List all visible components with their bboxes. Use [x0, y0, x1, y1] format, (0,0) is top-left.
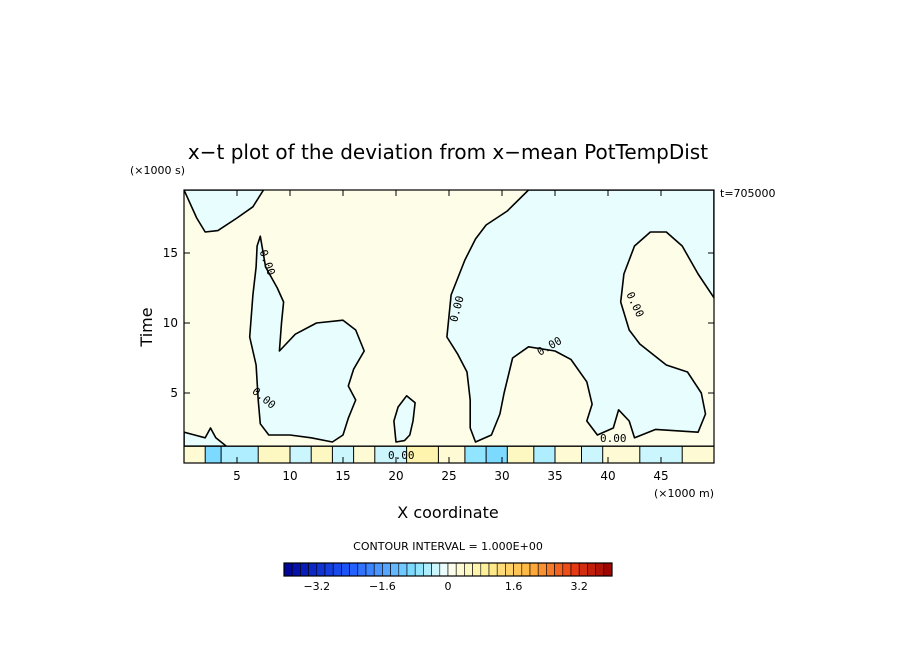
colorbar-bin-24 [472, 562, 482, 577]
bottom-strip [184, 445, 714, 463]
colorbar-bin-28 [505, 562, 514, 577]
colorbar-bin-5 [316, 562, 326, 577]
colorbar-bin-22 [455, 562, 465, 577]
x-axis-unit: (×1000 m) [654, 487, 714, 500]
colorbar-bin-33 [546, 562, 555, 577]
colorbar-bin-29 [513, 562, 523, 577]
y-axis-unit: (×1000 s) [130, 164, 185, 177]
contour-interval-text: CONTOUR INTERVAL = 1.000E+00 [353, 540, 543, 553]
colorbar-bin-2 [291, 562, 301, 577]
colorbar-tick-label-2: −1.6 [369, 580, 396, 593]
colorbar-bin-7 [332, 562, 342, 577]
colorbar-bin-35 [562, 562, 572, 577]
colorbar-bin-17 [414, 562, 424, 577]
colorbar-bin-34 [554, 562, 564, 577]
plot-area: 0.000.000.000.000.000.000.00 [183, 189, 715, 464]
strip-cell-3 [221, 446, 259, 463]
x-tick-label-30: 30 [494, 469, 509, 483]
colorbar-bin-38 [587, 562, 596, 577]
colorbar-tick-label-4: 1.6 [505, 580, 523, 593]
colorbar-bin-8 [341, 562, 350, 577]
colorbar-bin-31 [529, 562, 539, 577]
colorbar-bin-12 [373, 562, 383, 577]
colorbar-tick-label-5: 3.2 [570, 580, 588, 593]
colorbar-bin-20 [439, 562, 449, 577]
strip-cell-12 [464, 446, 487, 463]
colorbar-bin-26 [488, 562, 498, 577]
colorbar-bin-40 [603, 562, 613, 577]
colorbar-bin-16 [406, 562, 416, 577]
colorbar-bin-27 [496, 562, 506, 577]
strip-cell-17 [581, 446, 603, 463]
colorbar-bin-13 [382, 562, 391, 577]
colorbar-bin-32 [537, 562, 547, 577]
strip-cell-15 [533, 446, 555, 463]
colorbar-bin-18 [423, 562, 432, 577]
strip-cell-6 [311, 446, 333, 463]
contour-label-6: 0.00 [388, 449, 415, 462]
colorbar-bin-21 [447, 562, 457, 577]
negative-region-3 [446, 190, 714, 443]
x-tick-label-35: 35 [547, 469, 562, 483]
colorbar-bin-30 [521, 562, 531, 577]
chart-title: x−t plot of the deviation from x−mean Po… [188, 140, 708, 164]
colorbar-bin-11 [365, 562, 375, 577]
strip-cell-10 [406, 446, 439, 463]
colorbar-bin-39 [595, 562, 605, 577]
colorbar-tick-label-3: 0 [445, 580, 452, 593]
x-tick-label-25: 25 [441, 469, 456, 483]
negative-region-1 [184, 190, 265, 233]
y-tick-label-15: 15 [163, 246, 178, 260]
y-tick-label-10: 10 [163, 316, 178, 330]
colorbar-bin-23 [464, 562, 473, 577]
strip-cell-1 [184, 446, 206, 463]
negative-regions [184, 190, 714, 447]
colorbar-frame [283, 562, 613, 577]
colorbar-bin-6 [324, 562, 334, 577]
strip-cell-9 [374, 446, 407, 463]
colorbar-bin-14 [390, 562, 400, 577]
colorbar [283, 562, 613, 577]
strip-cell-20 [682, 446, 714, 463]
strip-cell-4 [258, 446, 290, 463]
strip-cell-8 [353, 446, 375, 463]
strip-cell-5 [290, 446, 312, 463]
strip-cell-13 [486, 446, 508, 463]
colorbar-bin-37 [578, 562, 588, 577]
x-tick-label-10: 10 [282, 469, 297, 483]
x-tick-label-5: 5 [233, 469, 241, 483]
strip-cell-11 [438, 446, 465, 463]
x-tick-label-40: 40 [600, 469, 615, 483]
x-axis-ticks: 5 10 15 20 25 30 35 40 45 [233, 190, 669, 483]
colorbar-tick-label-1: −3.2 [303, 580, 330, 593]
negative-region-2 [248, 235, 365, 443]
strip-cell-18 [602, 446, 640, 463]
x-tick-label-15: 15 [335, 469, 350, 483]
y-axis-ticks: 5 10 15 [163, 246, 714, 400]
strip-cell-19 [639, 446, 683, 463]
x-axis-label: X coordinate [397, 503, 498, 522]
strip-cell-16 [555, 446, 582, 463]
colorbar-bin-36 [570, 562, 580, 577]
colorbar-bin-10 [357, 562, 367, 577]
colorbar-bin-4 [308, 562, 318, 577]
time-label: t=705000 [720, 187, 776, 200]
colorbar-bin-9 [349, 562, 359, 577]
x-tick-label-45: 45 [653, 469, 668, 483]
strip-cell-14 [507, 446, 534, 463]
colorbar-bin-1 [283, 562, 293, 577]
strip-cell-2 [205, 446, 222, 463]
contour-label-7: 0.00 [600, 432, 627, 445]
colorbar-bin-15 [398, 562, 408, 577]
colorbar-bin-3 [300, 562, 309, 577]
strip-cell-7 [332, 446, 354, 463]
colorbar-bin-25 [480, 562, 490, 577]
colorbar-bin-19 [431, 562, 441, 577]
y-tick-label-5: 5 [170, 386, 178, 400]
y-axis-label: Time [137, 307, 156, 347]
x-tick-label-20: 20 [388, 469, 403, 483]
negative-region-4 [393, 395, 416, 443]
colorbar-ticks: −3.2 −1.6 0 1.6 3.2 [303, 580, 588, 593]
